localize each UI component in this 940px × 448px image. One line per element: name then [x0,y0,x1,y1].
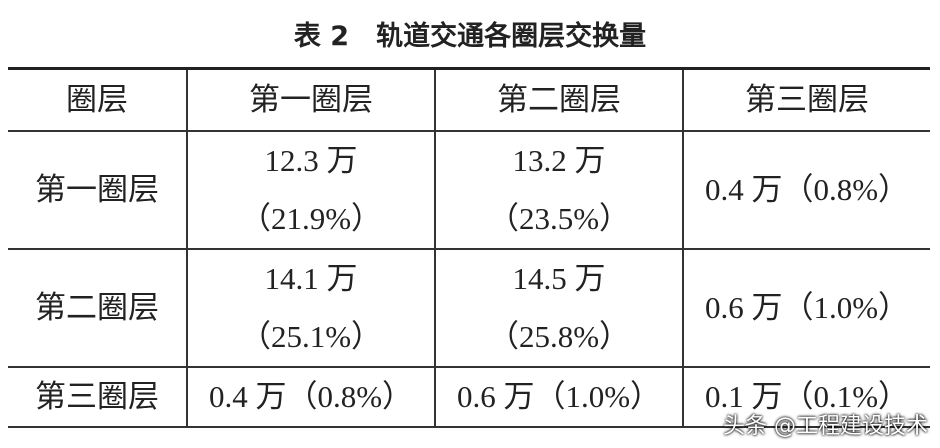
row-header: 第三圈层 [8,367,187,428]
row-header: 第一圈层 [8,131,187,250]
cell-line: 13.2 万 [512,143,606,178]
table-row: 第一圈层 12.3 万 （21.9%） 13.2 万 （23.5%） 0.4 万（0.8%… [8,131,930,250]
header-cell: 第一圈层 [186,67,435,132]
table-row: 第三圈层 0.4 万（0.8%） 0.6 万（1.0%） 0.1 万（0.1%） [8,367,930,428]
header-row: 圈层 第一圈层 第二圈层 第三圈层 [8,67,930,132]
cell-line: 14.1 万 [264,261,358,296]
table-row: 第二圈层 14.1 万 （25.1%） 14.5 万 （25.8%） 0.6 万（1.0%… [8,249,930,368]
table-cell: 0.4 万（0.8%） [682,131,930,250]
cell-line: 14.5 万 [512,261,606,296]
table-cell: 0.6 万（1.0%） [682,249,930,368]
cell-line: （21.9%） [239,201,383,236]
table-cell: 12.3 万 （21.9%） [186,131,435,250]
watermark: 头条 @工程建设技术 [723,414,928,439]
header-cell: 第三圈层 [682,67,930,132]
header-cell: 圈层 [8,67,187,132]
row-header: 第二圈层 [8,249,187,368]
table-cell: 14.1 万 （25.1%） [186,249,435,368]
cell-line: 12.3 万 [264,143,358,178]
table-cell: 13.2 万 （23.5%） [434,131,683,250]
cell-line: （25.8%） [487,319,631,354]
table: 圈层 第一圈层 第二圈层 第三圈层 第一圈层 12.3 万（21.9%） 13.2 万（23… [8,67,930,428]
cell-line: （23.5%） [487,201,631,236]
header-cell: 第二圈层 [434,67,683,132]
table-cell: 14.5 万 （25.8%） [434,249,683,368]
table-cell: 0.4 万（0.8%） [186,367,435,428]
table-cell: 0.1 万（0.1%） [682,367,930,428]
cell-line: （25.1%） [239,319,383,354]
table-title: 表 2 轨道交通各圈层交换量 [293,21,647,52]
table-cell: 0.6 万（1.0%） [434,367,683,428]
